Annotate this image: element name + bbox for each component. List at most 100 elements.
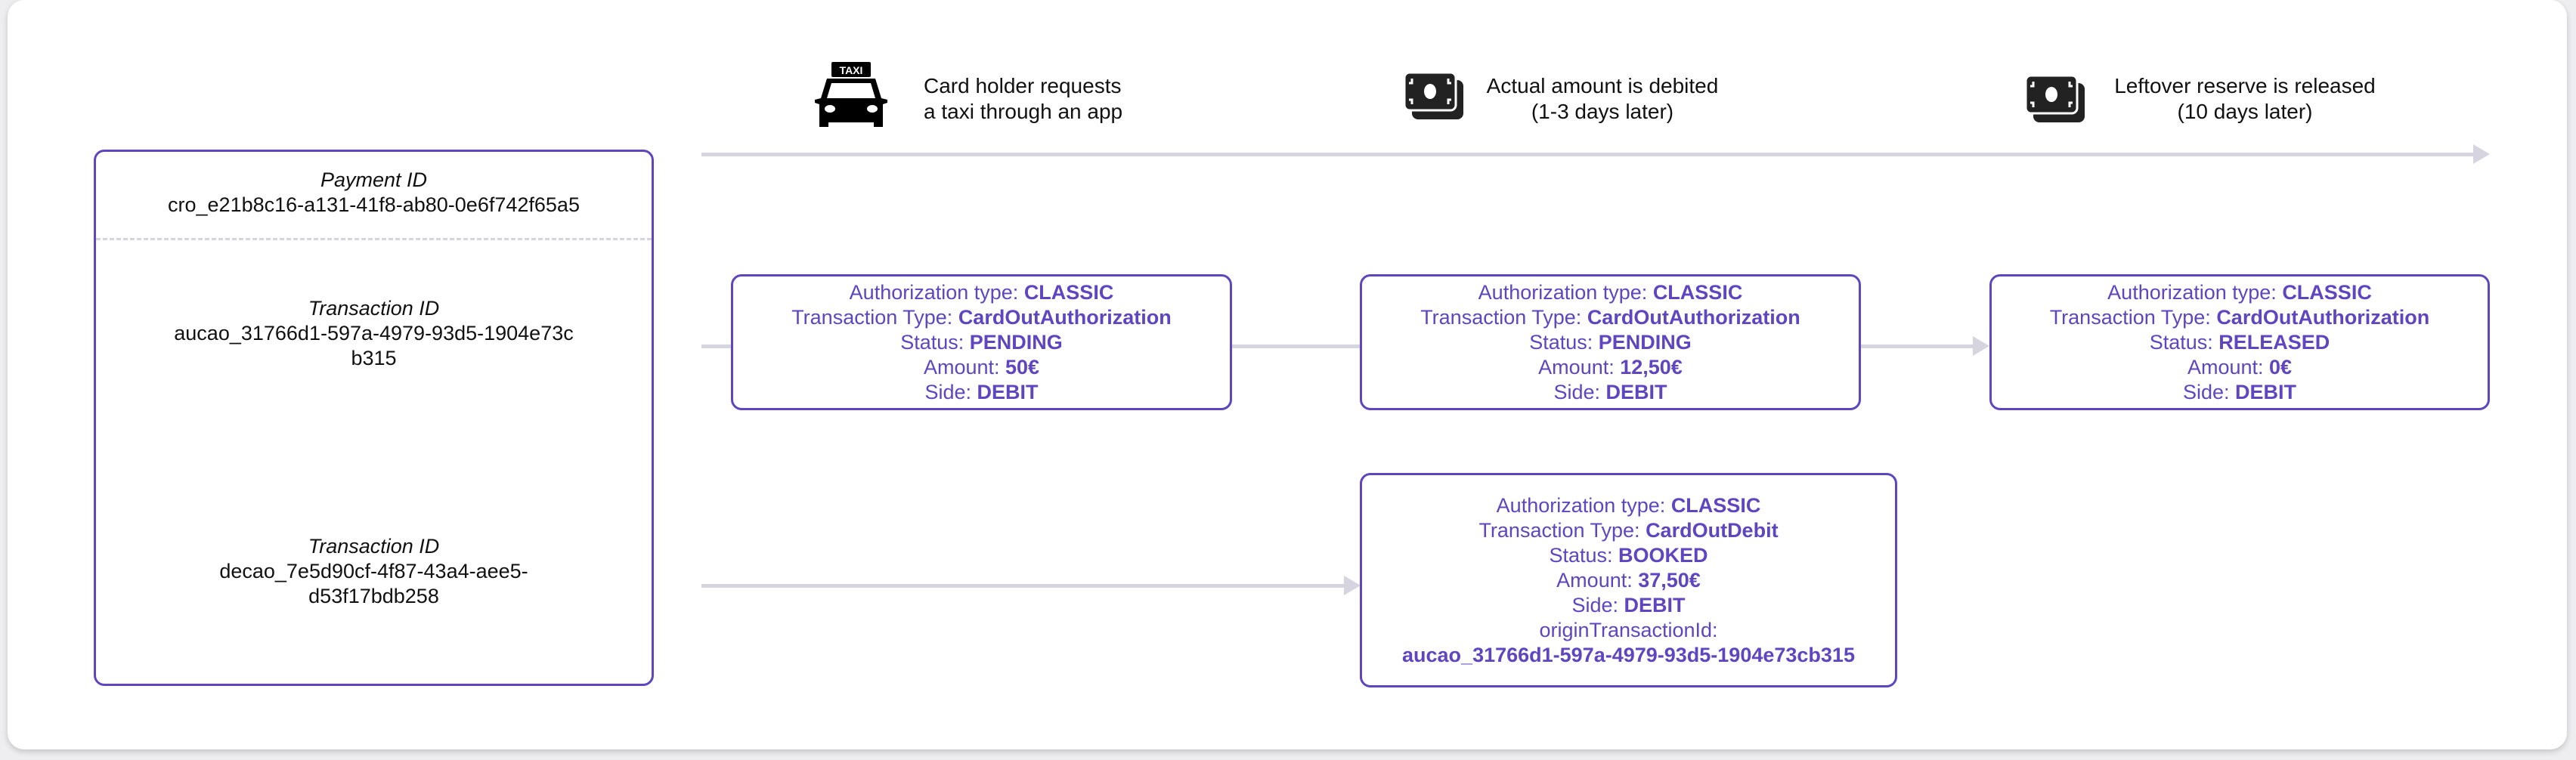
box-row: Authorization type: CLASSIC [1497, 493, 1761, 518]
row-label: Amount: [2187, 355, 2269, 378]
authorization-box-pending-50: Authorization type: CLASSIC Transaction T… [731, 274, 1232, 410]
row-label: Amount: [1556, 568, 1639, 592]
box-row: aucao_31766d1-597a-4979-93d5-1904e73cb31… [1402, 643, 1855, 668]
payment-id-label: Payment ID [320, 168, 428, 191]
timeline-line [701, 153, 2475, 156]
row-label: Side: [2182, 380, 2236, 403]
row-value: DEBIT [1605, 380, 1667, 403]
box-row: Authorization type: CLASSIC [2107, 280, 2372, 305]
connector-arrowhead [1973, 336, 1989, 356]
step-2-text: Actual amount is debited (1-3 days later… [1482, 73, 1723, 125]
row-value: 0€ [2269, 355, 2293, 378]
money-icon [2026, 76, 2085, 122]
box-row: Authorization type: CLASSIC [1478, 280, 1743, 305]
transaction-id-label: Transaction ID [308, 535, 440, 558]
connector-line [701, 344, 732, 348]
box-row: Status: PENDING [1529, 330, 1692, 355]
payment-id-section: Payment ID cro_e21b8c16-a131-41f8-ab80-0… [96, 167, 652, 218]
row-value: PENDING [969, 330, 1063, 354]
payment-id-value: cro_e21b8c16-a131-41f8-ab80-0e6f742f65a5 [168, 193, 580, 216]
row-value: DEBIT [2235, 380, 2297, 403]
row-label: Side: [924, 380, 977, 403]
row-label: Status: [1529, 330, 1599, 354]
box-row: Side: DEBIT [1571, 593, 1685, 618]
row-value: CardOutDebit [1646, 518, 1779, 542]
row-value: CardOutAuthorization [2216, 305, 2430, 329]
box-row: Amount: 50€ [924, 355, 1039, 380]
step-1-text: Card holder requests a taxi through an a… [924, 73, 1123, 125]
transaction-1-section: Transaction ID aucao_31766d1-597a-4979-9… [96, 295, 652, 371]
step-3-line1: Leftover reserve is released [2114, 74, 2376, 97]
connector-line [1232, 344, 1361, 348]
row-value: CLASSIC [1652, 280, 1743, 304]
box-row: originTransactionId: [1539, 618, 1717, 643]
authorization-box-released: Authorization type: CLASSIC Transaction T… [1989, 274, 2490, 410]
row-value: RELEASED [2218, 330, 2330, 354]
row-label: Transaction Type: [1420, 305, 1587, 329]
transaction-id-value: decao_7e5d90cf-4f87-43a4-aee5- [219, 560, 528, 582]
row-value: DEBIT [977, 380, 1039, 403]
row-label: Status: [900, 330, 970, 354]
box-row: Transaction Type: CardOutAuthorization [2050, 305, 2430, 330]
row-label: Authorization type: [1478, 280, 1653, 304]
row-value: 37,50€ [1638, 568, 1701, 592]
transaction-2-section: Transaction ID decao_7e5d90cf-4f87-43a4-… [96, 533, 652, 609]
row-value: CardOutAuthorization [958, 305, 1172, 329]
taxi-sign-text: TAXI [840, 64, 863, 76]
row-label: Authorization type: [1496, 493, 1671, 517]
id-panel: Payment ID cro_e21b8c16-a131-41f8-ab80-0… [94, 150, 654, 686]
row-label: Status: [1549, 543, 1619, 567]
row-value: DEBIT [1624, 593, 1686, 616]
box-row: Amount: 12,50€ [1538, 355, 1683, 380]
row-value: BOOKED [1618, 543, 1708, 567]
box-row: Amount: 37,50€ [1556, 568, 1701, 593]
row-value: aucao_31766d1-597a-4979-93d5-1904e73cb31… [1402, 643, 1855, 666]
step-3-line2: (10 days later) [2177, 100, 2313, 123]
row-value: CardOutAuthorization [1587, 305, 1800, 329]
step-1-line1: Card holder requests [924, 74, 1122, 97]
row-label: Status: [2149, 330, 2219, 354]
taxi-icon: TAXI [815, 62, 887, 127]
row-label: Amount: [923, 355, 1005, 378]
row-value: 12,50€ [1620, 355, 1683, 378]
row-value: CLASSIC [2282, 280, 2372, 304]
transaction-id-value: aucao_31766d1-597a-4979-93d5-1904e73c [174, 322, 574, 344]
row-label: Authorization type: [2107, 280, 2283, 304]
box-row: Side: DEBIT [2183, 380, 2296, 405]
step-3-text: Leftover reserve is released (10 days la… [2101, 73, 2389, 125]
row-value: 50€ [1005, 355, 1040, 378]
connector-arrowhead [1344, 576, 1361, 595]
row-value: CLASSIC [1023, 280, 1114, 304]
row-label: Transaction Type: [1478, 518, 1646, 542]
row-label: Transaction Type: [791, 305, 958, 329]
row-label: Side: [1571, 593, 1624, 616]
step-2-line1: Actual amount is debited [1486, 74, 1719, 97]
transaction-id-value-cont: b315 [351, 347, 397, 369]
box-row: Transaction Type: CardOutDebit [1478, 518, 1778, 543]
money-icon [1404, 73, 1463, 119]
transaction-id-value-cont: d53f17bdb258 [308, 585, 439, 607]
dashed-divider [96, 238, 652, 240]
box-row: Transaction Type: CardOutAuthorization [1420, 305, 1800, 330]
row-label: Amount: [1538, 355, 1621, 378]
box-row: Transaction Type: CardOutAuthorization [791, 305, 1172, 330]
connector-line [701, 584, 1345, 588]
transaction-id-label: Transaction ID [308, 297, 440, 320]
box-row: Authorization type: CLASSIC [850, 280, 1114, 305]
box-row: Status: PENDING [900, 330, 1063, 355]
debit-box-booked: Authorization type: CLASSIC Transaction T… [1360, 473, 1897, 687]
authorization-box-pending-12-50: Authorization type: CLASSIC Transaction T… [1360, 274, 1861, 410]
step-2-line2: (1-3 days later) [1531, 100, 1674, 123]
timeline-arrowhead [2473, 144, 2490, 164]
box-row: Amount: 0€ [2187, 355, 2292, 380]
box-row: Side: DEBIT [1553, 380, 1667, 405]
box-row: Status: BOOKED [1549, 543, 1708, 568]
row-label: Transaction Type: [2049, 305, 2217, 329]
step-1-line2: a taxi through an app [924, 100, 1123, 123]
row-label: Side: [1553, 380, 1606, 403]
row-value: CLASSIC [1670, 493, 1761, 517]
row-label: Authorization type: [849, 280, 1024, 304]
box-row: Status: RELEASED [2150, 330, 2330, 355]
row-label: originTransactionId: [1539, 618, 1718, 641]
box-row: Side: DEBIT [924, 380, 1038, 405]
